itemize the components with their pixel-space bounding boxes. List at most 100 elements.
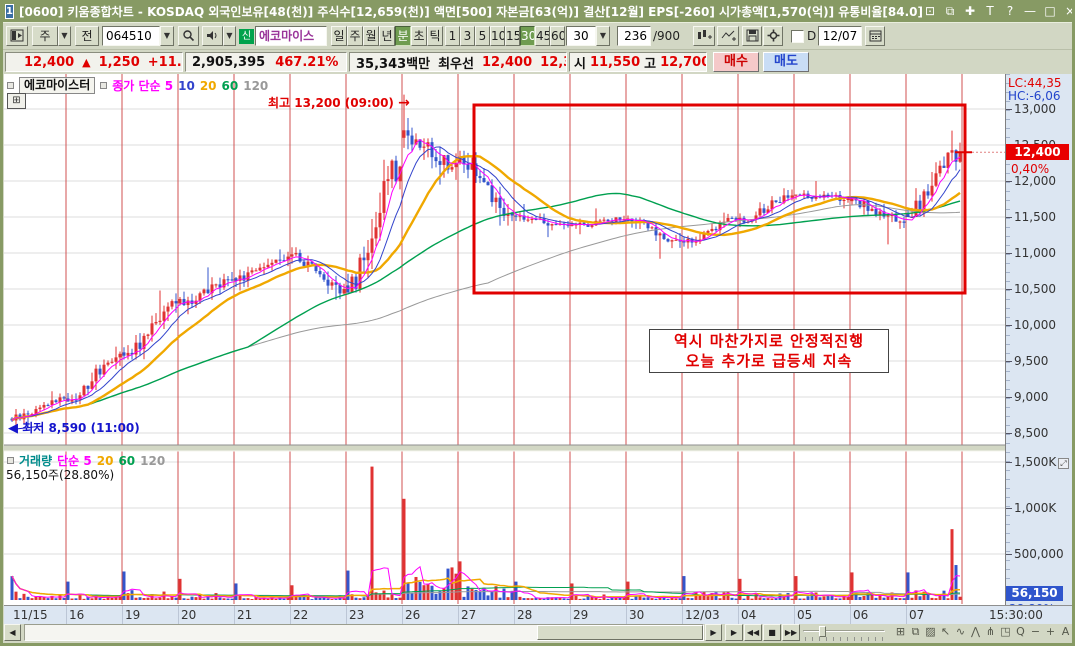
price-axis-tick (1006, 397, 1012, 398)
sell-button[interactable]: 매도 (763, 52, 809, 72)
buy-button[interactable]: 매수 (713, 52, 759, 72)
chart-canvas[interactable]: 에코마이스터 종가 단순 5 10 20 60 120 ⊞ 최고 13,200 … (4, 74, 1005, 605)
x-axis[interactable]: 15:30:00 11/15 16 19 20 21 22 23 26 27 28 29 30 12/0… (4, 605, 1072, 624)
maximize-icon[interactable]: □ (1044, 3, 1056, 18)
quick-period-dropdown-icon[interactable]: ▼ (58, 26, 71, 46)
x-axis-separator (626, 606, 627, 624)
period-button-0[interactable]: 일 (331, 26, 347, 46)
help-icon[interactable]: ? (1006, 3, 1014, 18)
right-axis[interactable]: LC:44,35 HC:-6,06 8,500 9,000 9,500 10,000 1… (1005, 74, 1072, 616)
interval-input[interactable]: 30 (566, 26, 596, 46)
minute-button-5[interactable]: 30 (520, 26, 535, 46)
stock-code-input[interactable]: 064510 (102, 26, 160, 46)
scroll-right-icon[interactable]: ▶ (705, 624, 722, 641)
minute-button-7[interactable]: 60 (550, 26, 565, 46)
close-icon[interactable]: × (1064, 3, 1075, 18)
speed-slider-thumb[interactable] (819, 626, 826, 637)
text-tool-icon[interactable]: A (1061, 625, 1070, 638)
chart-svg[interactable] (4, 74, 1005, 605)
x-axis-separator (850, 606, 851, 624)
text-icon[interactable]: T (986, 3, 994, 18)
pin-icon[interactable]: ✚ (964, 3, 976, 18)
copy-window-icon[interactable]: ⧉ (945, 3, 955, 18)
settings-gear-icon[interactable] (763, 26, 783, 46)
legend-toggle-icon[interactable] (7, 82, 14, 89)
minute-button-3[interactable]: 10 (490, 26, 505, 46)
speaker-icon[interactable] (202, 26, 223, 46)
symbol-chip[interactable]: 에코마이스터 (19, 77, 96, 94)
speed-slider[interactable] (803, 624, 885, 641)
x-axis-separator (234, 606, 235, 624)
candle-edit-icon[interactable] (693, 26, 715, 46)
period-button-2[interactable]: 월 (363, 26, 379, 46)
open-label: 시 (574, 56, 586, 72)
quick-period-button[interactable]: 주 (32, 26, 58, 46)
compare-window-icon[interactable]: ⊞ (895, 625, 906, 638)
scroll-left-icon[interactable]: ◀ (4, 624, 21, 641)
window-frame-left (0, 0, 3, 646)
period-button-4[interactable]: 분 (395, 26, 411, 46)
ohl-panel: 시 11,550 고 12,700 저 11,500 (569, 52, 707, 72)
stock-name-field[interactable]: 에코마이스 (255, 26, 327, 46)
period-button-6[interactable]: 틱 (427, 26, 443, 46)
trendline-tool-icon[interactable]: ∿ (955, 625, 966, 638)
save-icon[interactable] (742, 26, 762, 46)
bar-count-input[interactable]: 236 (617, 26, 651, 46)
ma20-legend: 20 (199, 78, 217, 93)
date-input[interactable]: 12/07 (818, 26, 862, 46)
trade-amount: 35,343백만 (356, 56, 431, 72)
minute-button-0[interactable]: 1 (445, 26, 460, 46)
price-axis-label: 8,500 (1014, 426, 1049, 440)
zoom-out-icon[interactable]: − (1030, 625, 1041, 638)
stop-button[interactable]: ■ (763, 624, 781, 641)
price-axis-tick (1006, 253, 1012, 254)
period-button-3[interactable]: 년 (379, 26, 395, 46)
play-button[interactable]: ▶ (725, 624, 743, 641)
rewind-button[interactable]: ◀◀ (744, 624, 762, 641)
ma120-legend: 120 (243, 78, 269, 93)
minimize-icon[interactable]: — (1024, 3, 1036, 18)
volume-current-text: 56,150주(28.80%) (6, 468, 115, 482)
overlap-window-icon[interactable]: ⧉ (911, 625, 920, 638)
minute-button-1[interactable]: 3 (460, 26, 475, 46)
left-menu-icon[interactable] (6, 26, 28, 46)
chart-scrollbar-track[interactable] (24, 624, 704, 641)
period-button-5[interactable]: 초 (411, 26, 427, 46)
peak-tool-icon[interactable]: ⋀ (970, 625, 981, 638)
stock-code-dropdown-icon[interactable]: ▼ (160, 26, 174, 46)
volume-axis-zoom-icon[interactable]: ⤢ (1058, 458, 1069, 469)
comment-annotation-box[interactable]: 역시 마찬가지로 안정적진행 오늘 추가로 급등세 지속 (649, 329, 889, 373)
zoom-in-icon[interactable]: + (1045, 625, 1056, 638)
prev-stock-button[interactable]: 전 (75, 26, 99, 46)
multiline-tool-icon[interactable]: ⋔ (985, 625, 996, 638)
pattern-icon[interactable]: ▨ (925, 625, 936, 638)
zoom-icon[interactable]: Q (1016, 625, 1025, 638)
pointer-tool-icon[interactable]: ↖ (940, 625, 951, 638)
popout-icon[interactable]: ⊡ (924, 3, 936, 18)
calendar-icon[interactable] (865, 26, 885, 46)
chart-scrollbar-thumb[interactable] (537, 625, 703, 640)
minute-button-4[interactable]: 15 (505, 26, 520, 46)
search-icon[interactable] (178, 26, 199, 46)
forward-button[interactable]: ▶▶ (782, 624, 800, 641)
d-checkbox[interactable] (791, 30, 804, 43)
chart-window-icon[interactable]: ◳ (1000, 625, 1011, 638)
speed-slider-track (803, 630, 885, 632)
volume-legend-toggle-icon[interactable] (7, 457, 14, 464)
grid-tool-icon[interactable]: ⊞ (7, 93, 26, 109)
title-bar[interactable]: 1 [0600] 키움종합차트 - KOSDAQ 외국인보유[48(천)] 주식… (0, 0, 1075, 22)
price-axis-label: 10,500 (1014, 282, 1056, 296)
volume-axis-tick (1006, 554, 1012, 555)
speaker-dropdown-icon[interactable]: ▼ (223, 26, 236, 46)
minute-button-6[interactable]: 45 (535, 26, 550, 46)
volume-ma20-legend: 20 (96, 453, 114, 468)
x-axis-date-label: 23 (349, 608, 365, 622)
interval-dropdown-icon[interactable]: ▼ (596, 26, 610, 46)
comment-line2: 오늘 추가로 급등세 지속 (685, 352, 853, 370)
line-chart-icon[interactable] (717, 26, 739, 46)
period-button-1[interactable]: 주 (347, 26, 363, 46)
legend-toggle2-icon[interactable] (100, 82, 108, 89)
volume-value: 2,905,395 (192, 54, 266, 70)
minute-button-2[interactable]: 5 (475, 26, 490, 46)
